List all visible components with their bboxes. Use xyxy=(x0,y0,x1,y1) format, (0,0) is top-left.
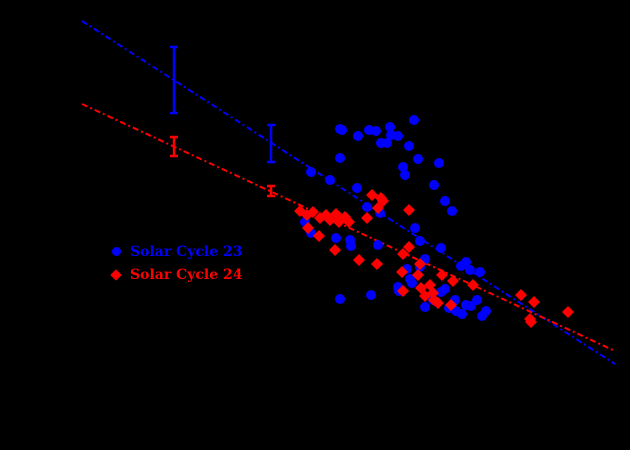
data-point xyxy=(562,306,574,318)
data-point xyxy=(313,230,325,242)
error-bar xyxy=(267,184,275,198)
data-point xyxy=(414,258,426,270)
data-point xyxy=(307,206,319,218)
data-point xyxy=(329,244,341,256)
data-point xyxy=(429,180,439,190)
data-point xyxy=(306,167,316,177)
legend-label: Solar Cycle 23 xyxy=(130,244,243,260)
data-point xyxy=(436,243,446,253)
data-point xyxy=(440,196,450,206)
data-point xyxy=(403,241,415,253)
data-point xyxy=(436,269,448,281)
legend: Solar Cycle 23 Solar Cycle 24 xyxy=(110,241,242,287)
data-point xyxy=(335,294,345,304)
data-point xyxy=(331,233,341,243)
data-point xyxy=(405,274,415,284)
data-point xyxy=(457,309,467,319)
data-point xyxy=(361,212,373,224)
data-point xyxy=(396,266,408,278)
data-point xyxy=(424,279,436,291)
data-point xyxy=(440,284,450,294)
data-point xyxy=(397,285,409,297)
data-point xyxy=(447,275,459,287)
data-point xyxy=(377,195,389,207)
data-point xyxy=(445,299,457,311)
data-point xyxy=(404,141,414,151)
data-point xyxy=(415,236,425,246)
data-point xyxy=(335,153,345,163)
data-point xyxy=(413,154,423,164)
data-point xyxy=(352,183,362,193)
data-point xyxy=(412,269,424,281)
data-point xyxy=(403,204,415,216)
data-point xyxy=(461,257,471,267)
data-point xyxy=(475,267,485,277)
circle-marker-icon xyxy=(111,247,121,256)
data-point xyxy=(371,126,381,136)
data-point xyxy=(465,265,475,275)
legend-label: Solar Cycle 24 xyxy=(130,267,243,283)
legend-item-cycle-24: Solar Cycle 24 xyxy=(110,264,242,287)
diamond-marker-icon xyxy=(110,269,122,281)
data-point xyxy=(447,206,457,216)
data-point xyxy=(472,295,482,305)
data-point xyxy=(373,240,383,250)
error-bars xyxy=(170,45,275,198)
data-point xyxy=(525,316,537,328)
data-point xyxy=(467,279,479,291)
error-bar xyxy=(267,123,275,164)
data-point xyxy=(353,131,363,141)
legend-item-cycle-23: Solar Cycle 23 xyxy=(110,241,242,264)
data-point xyxy=(393,131,403,141)
data-point xyxy=(382,138,392,148)
data-point xyxy=(337,125,347,135)
data-point xyxy=(432,297,444,309)
data-point xyxy=(420,302,430,312)
fit-line xyxy=(81,20,616,365)
error-bar xyxy=(170,135,178,158)
data-point xyxy=(362,202,372,212)
data-point xyxy=(366,290,376,300)
data-point xyxy=(400,170,410,180)
data-point xyxy=(371,258,383,270)
data-point xyxy=(325,175,335,185)
data-point xyxy=(302,222,314,234)
data-point xyxy=(528,296,540,308)
data-point xyxy=(477,311,487,321)
data-point xyxy=(343,216,355,228)
series-solar-cycle-24 xyxy=(294,189,574,328)
data-point xyxy=(353,254,365,266)
data-point xyxy=(410,223,420,233)
error-bar xyxy=(170,45,178,115)
data-point xyxy=(434,158,444,168)
data-point xyxy=(398,162,408,172)
data-point xyxy=(346,241,356,251)
data-point xyxy=(515,289,527,301)
data-point xyxy=(409,115,419,125)
data-point xyxy=(419,290,431,302)
data-point xyxy=(385,122,395,132)
data-point xyxy=(397,248,409,260)
fit-lines xyxy=(81,20,616,365)
